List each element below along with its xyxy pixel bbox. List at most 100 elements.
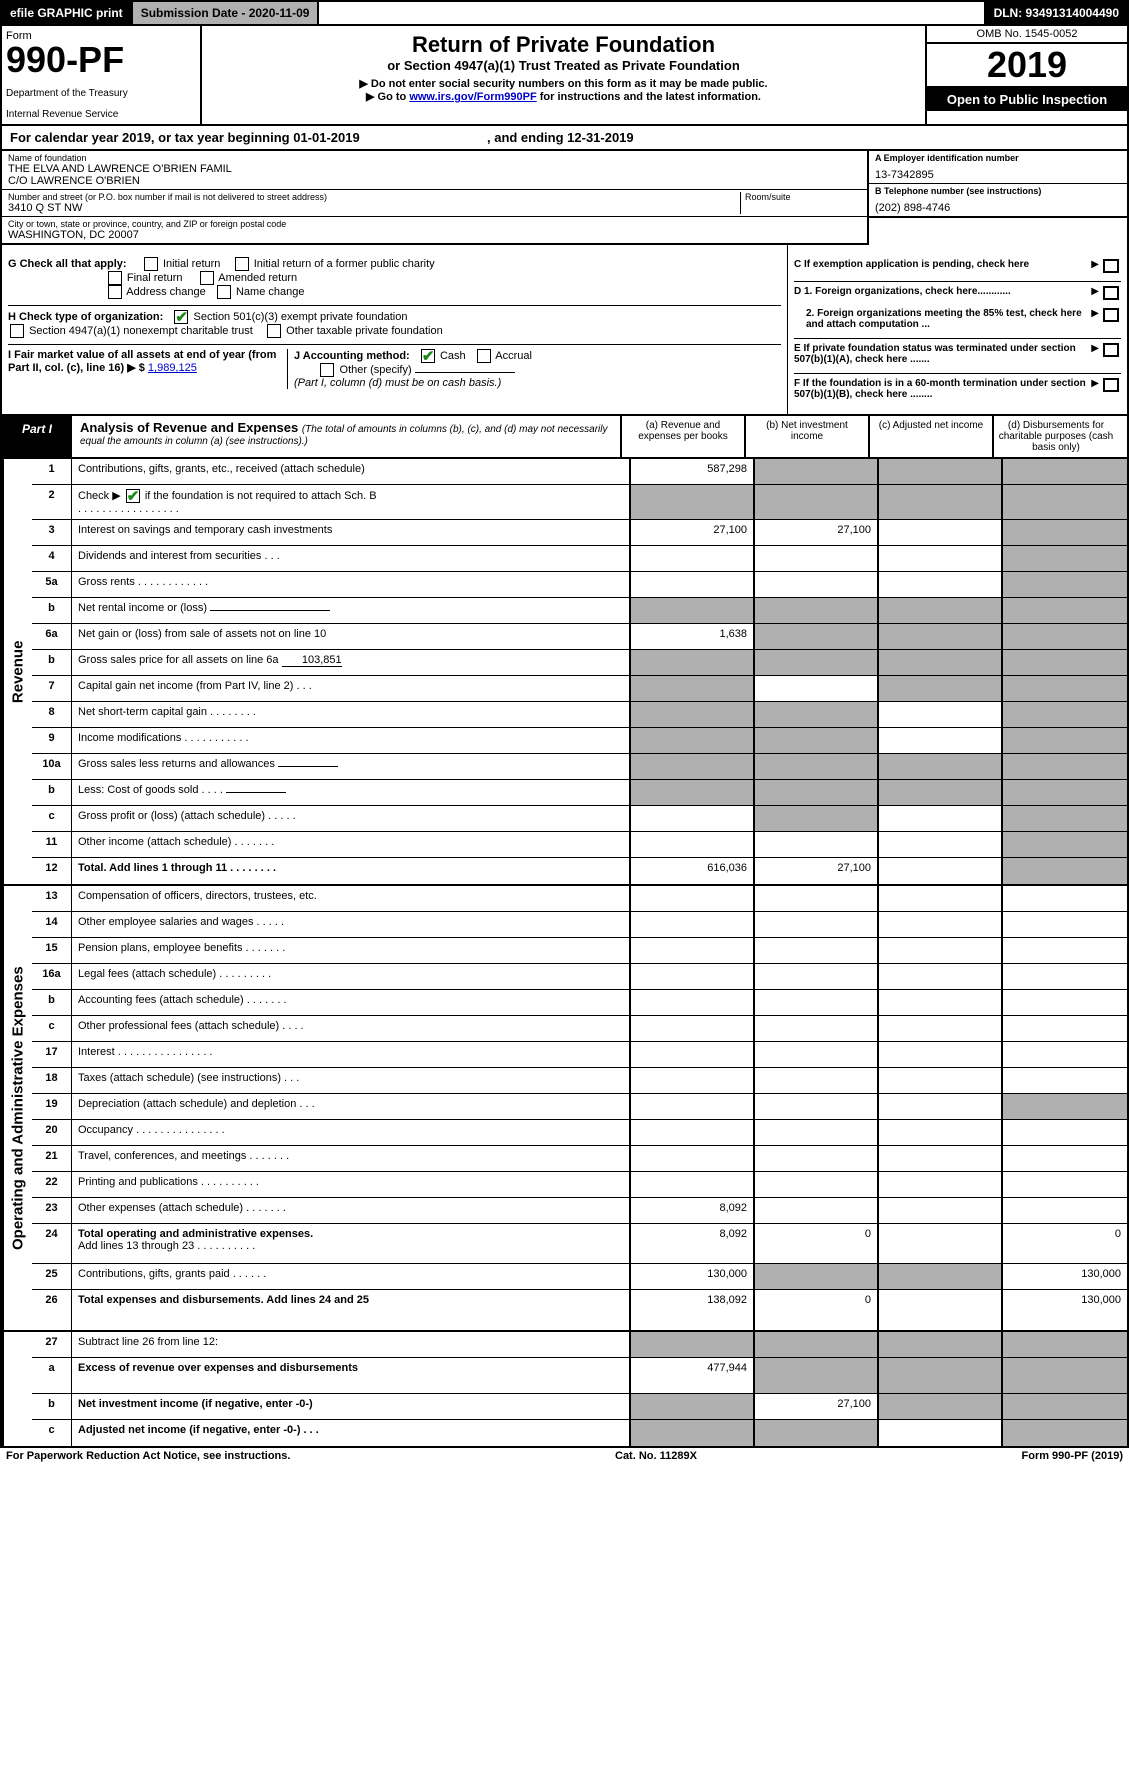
ra-6a: 1,638 bbox=[631, 624, 755, 649]
rd-2a: Check ▶ bbox=[78, 490, 124, 502]
rd-1: Contributions, gifts, grants, etc., rece… bbox=[72, 459, 631, 484]
cal-end: , and ending 12-31-2019 bbox=[487, 130, 634, 145]
j-note: (Part I, column (d) must be on cash basi… bbox=[294, 377, 501, 389]
rn-5a: 5a bbox=[32, 572, 72, 597]
rc-16c bbox=[879, 1016, 1003, 1041]
rc-12 bbox=[879, 858, 1003, 884]
rn-21: 21 bbox=[32, 1146, 72, 1171]
ra-26: 138,092 bbox=[631, 1290, 755, 1330]
ra-19 bbox=[631, 1094, 755, 1119]
group-ij: I Fair market value of all assets at end… bbox=[8, 344, 781, 389]
irs-link[interactable]: www.irs.gov/Form990PF bbox=[409, 91, 536, 103]
item-d2: 2. Foreign organizations meeting the 85%… bbox=[794, 308, 1121, 330]
rc-5a bbox=[879, 572, 1003, 597]
address-row: Number and street (or P.O. box number if… bbox=[2, 190, 867, 217]
cbx-addr[interactable] bbox=[108, 285, 122, 299]
row-27b: bNet investment income (if negative, ent… bbox=[32, 1394, 1127, 1420]
col-b-hdr: (b) Net investment income bbox=[746, 416, 870, 457]
ra-8 bbox=[631, 702, 755, 727]
rc-27c bbox=[879, 1420, 1003, 1446]
cbx-d1[interactable] bbox=[1103, 286, 1119, 300]
row-5b: bNet rental income or (loss) bbox=[32, 598, 1127, 624]
rb-15 bbox=[755, 938, 879, 963]
cbx-amended[interactable] bbox=[200, 271, 214, 285]
row-16b: bAccounting fees (attach schedule) . . .… bbox=[32, 990, 1127, 1016]
rd-15: Pension plans, employee benefits . . . .… bbox=[72, 938, 631, 963]
rn-12: 12 bbox=[32, 858, 72, 884]
part1-header: Part I Analysis of Revenue and Expenses … bbox=[0, 416, 1129, 459]
cbx-f[interactable] bbox=[1103, 378, 1119, 392]
in-6b: 103,851 bbox=[282, 654, 342, 667]
rc-24 bbox=[879, 1224, 1003, 1263]
h-other: Other taxable private foundation bbox=[286, 325, 443, 337]
rdd-17 bbox=[1003, 1042, 1127, 1067]
row-5a: 5aGross rents . . . . . . . . . . . . bbox=[32, 572, 1127, 598]
rc-15 bbox=[879, 938, 1003, 963]
cbx-other-acct[interactable] bbox=[320, 363, 334, 377]
rn-10c: c bbox=[32, 806, 72, 831]
row-6a: 6aNet gain or (loss) from sale of assets… bbox=[32, 624, 1127, 650]
rn-9: 9 bbox=[32, 728, 72, 753]
rdd-11 bbox=[1003, 832, 1127, 857]
cbx-d2[interactable] bbox=[1103, 308, 1119, 322]
cbx-e[interactable] bbox=[1103, 343, 1119, 357]
cbx-501c3[interactable] bbox=[174, 310, 188, 324]
cbx-other-tax[interactable] bbox=[267, 324, 281, 338]
row-16c: cOther professional fees (attach schedul… bbox=[32, 1016, 1127, 1042]
ra-10c bbox=[631, 806, 755, 831]
rn-14: 14 bbox=[32, 912, 72, 937]
rd-18: Taxes (attach schedule) (see instruction… bbox=[72, 1068, 631, 1093]
rdd-27 bbox=[1003, 1332, 1127, 1357]
rn-17: 17 bbox=[32, 1042, 72, 1067]
phone-row: B Telephone number (see instructions) (2… bbox=[869, 184, 1127, 218]
in-5b bbox=[210, 610, 330, 611]
rn-11: 11 bbox=[32, 832, 72, 857]
ra-12: 616,036 bbox=[631, 858, 755, 884]
rd-24b: Add lines 13 through 23 . . . . . . . . … bbox=[78, 1240, 255, 1252]
cbx-initial-former[interactable] bbox=[235, 257, 249, 271]
row-8: 8Net short-term capital gain . . . . . .… bbox=[32, 702, 1127, 728]
footer-mid: Cat. No. 11289X bbox=[615, 1450, 697, 1462]
rd-2: Check ▶ if the foundation is not require… bbox=[72, 485, 631, 519]
name-val2: C/O LAWRENCE O'BRIEN bbox=[8, 175, 861, 187]
row-15: 15Pension plans, employee benefits . . .… bbox=[32, 938, 1127, 964]
rd-4: Dividends and interest from securities .… bbox=[72, 546, 631, 571]
cbx-initial[interactable] bbox=[144, 257, 158, 271]
rb-6b bbox=[755, 650, 879, 675]
g-name: Name change bbox=[236, 286, 305, 298]
ein-row: A Employer identification number 13-7342… bbox=[869, 151, 1127, 184]
ra-27c bbox=[631, 1420, 755, 1446]
row-11: 11Other income (attach schedule) . . . .… bbox=[32, 832, 1127, 858]
row-17: 17Interest . . . . . . . . . . . . . . .… bbox=[32, 1042, 1127, 1068]
row-2: 2Check ▶ if the foundation is not requir… bbox=[32, 485, 1127, 520]
cbx-accrual[interactable] bbox=[477, 349, 491, 363]
ra-16a bbox=[631, 964, 755, 989]
rn-24: 24 bbox=[32, 1224, 72, 1263]
row-23: 23Other expenses (attach schedule) . . .… bbox=[32, 1198, 1127, 1224]
cbx-cash[interactable] bbox=[421, 349, 435, 363]
rb-3: 27,100 bbox=[755, 520, 879, 545]
ra-9 bbox=[631, 728, 755, 753]
rdd-14 bbox=[1003, 912, 1127, 937]
cbx-c[interactable] bbox=[1103, 259, 1119, 273]
row-22: 22Printing and publications . . . . . . … bbox=[32, 1172, 1127, 1198]
rd-14: Other employee salaries and wages . . . … bbox=[72, 912, 631, 937]
rdd-12 bbox=[1003, 858, 1127, 884]
cbx-schb[interactable] bbox=[126, 489, 140, 503]
row-20: 20Occupancy . . . . . . . . . . . . . . … bbox=[32, 1120, 1127, 1146]
cbx-name[interactable] bbox=[217, 285, 231, 299]
omb-number: OMB No. 1545-0052 bbox=[927, 26, 1127, 44]
rc-4 bbox=[879, 546, 1003, 571]
rn-27a: a bbox=[32, 1358, 72, 1393]
rn-3: 3 bbox=[32, 520, 72, 545]
rd-20: Occupancy . . . . . . . . . . . . . . . bbox=[72, 1120, 631, 1145]
info-block: Name of foundation THE ELVA AND LAWRENCE… bbox=[0, 151, 1129, 245]
cbx-4947[interactable] bbox=[10, 324, 24, 338]
rc-11 bbox=[879, 832, 1003, 857]
rb-17 bbox=[755, 1042, 879, 1067]
cbx-final[interactable] bbox=[108, 271, 122, 285]
topbar: efile GRAPHIC print Submission Date - 20… bbox=[0, 0, 1129, 26]
check-left: G Check all that apply: Initial return I… bbox=[2, 245, 787, 414]
rc-17 bbox=[879, 1042, 1003, 1067]
ra-20 bbox=[631, 1120, 755, 1145]
